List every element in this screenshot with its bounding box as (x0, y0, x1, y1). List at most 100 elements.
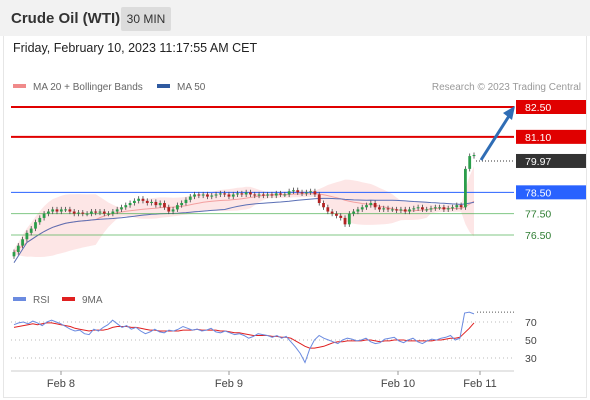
candle-body (145, 200, 149, 203)
instrument-title: Crude Oil (WTI) (11, 10, 121, 27)
candle-body (360, 207, 364, 210)
resistance-tag (516, 100, 586, 114)
candle-body (163, 203, 166, 208)
candle-body (223, 193, 227, 195)
candle-body (42, 213, 46, 218)
candle-body (343, 217, 347, 225)
rsi-line (13, 311, 475, 364)
candle-body (373, 203, 377, 208)
rsi-legend-label: RSI (33, 295, 50, 306)
candle-body (399, 209, 403, 211)
candle-body (274, 193, 278, 196)
candle-body (296, 190, 300, 193)
candle-body (175, 205, 179, 210)
candle-body (287, 191, 291, 195)
candle-body (335, 213, 338, 216)
candle-body (253, 194, 257, 196)
candle-body (25, 232, 29, 240)
candle-body (132, 200, 136, 203)
candle-body (408, 209, 411, 212)
candle-body (150, 201, 153, 203)
candle-body (94, 211, 98, 213)
candle-body (218, 193, 222, 195)
candle-body (85, 213, 89, 215)
candle-body (390, 209, 394, 211)
candle-body (206, 194, 209, 197)
candle-body (231, 194, 235, 197)
legend-label: MA 20 + Bollinger Bands (33, 82, 143, 93)
candle-body (279, 193, 282, 195)
candle-body (29, 228, 33, 233)
candle-body (188, 196, 192, 200)
candle-body (266, 194, 270, 196)
candle-body (236, 193, 239, 195)
time-tick-label: Feb 10 (381, 378, 415, 390)
chart-datetime: Friday, February 10, 2023 11:17:55 AM CE… (13, 41, 258, 55)
pivot-tag (516, 185, 586, 200)
candle-body (141, 198, 145, 201)
candle-body (416, 207, 420, 209)
candle-body (68, 209, 72, 212)
candle-body (322, 203, 325, 208)
candle-body (16, 245, 20, 253)
candle-body (429, 208, 433, 210)
candle-body (124, 205, 128, 208)
candle-body (158, 203, 162, 206)
candle-body (386, 208, 390, 210)
candle-body (51, 209, 55, 212)
candle-body (442, 207, 446, 210)
candle-body (347, 213, 351, 225)
candle-body (317, 194, 321, 203)
candle-body (459, 205, 463, 208)
candle-body (472, 155, 476, 157)
candle-body (382, 208, 386, 210)
candle-body (59, 209, 63, 212)
rsi-legend-swatch (62, 297, 75, 301)
bollinger-band (14, 166, 474, 257)
candle-body (403, 209, 407, 212)
candle-body (34, 222, 37, 229)
candle-body (446, 208, 450, 210)
candle-body (214, 194, 218, 196)
candle-body (433, 207, 437, 209)
candle-body (270, 194, 274, 196)
support-label: 77.50 (525, 209, 551, 221)
candle-body (128, 203, 132, 206)
time-tick-label: Feb 11 (463, 378, 496, 390)
candle-body (249, 192, 252, 195)
timeframe-button[interactable]: 30 MIN (121, 7, 171, 31)
candle-body (257, 194, 261, 196)
candle-body (309, 191, 313, 193)
candle-body (72, 211, 76, 214)
candle-body (98, 211, 102, 213)
candle-body (339, 215, 343, 218)
candle-body (300, 192, 304, 194)
candle-body (313, 191, 317, 195)
legend-swatch (157, 84, 170, 88)
rsi-tick-label: 50 (525, 335, 537, 347)
legend-label: MA 50 (177, 82, 206, 93)
candle-body (167, 207, 171, 212)
candle-body (107, 213, 110, 215)
candle-body (21, 239, 24, 246)
candle-body (304, 192, 308, 194)
candle-body (464, 168, 467, 208)
candle-body (12, 252, 16, 257)
candle-body (369, 203, 373, 206)
resistance-tag (516, 129, 586, 144)
rsi-tick-label: 30 (525, 353, 537, 365)
candle-body (244, 192, 248, 195)
rsi-legend-swatch (13, 297, 26, 301)
candle-body (412, 208, 416, 210)
candle-body (184, 199, 188, 203)
candle-body (283, 194, 287, 196)
candle-body (240, 193, 244, 195)
candle-body (180, 203, 184, 206)
resistance-label: 81.10 (525, 132, 551, 144)
credit-text: Research © 2023 Trading Central (432, 82, 581, 93)
candle-body (77, 212, 80, 214)
candle-body (38, 217, 42, 223)
candle-body (102, 211, 106, 214)
candle-body (154, 201, 158, 206)
